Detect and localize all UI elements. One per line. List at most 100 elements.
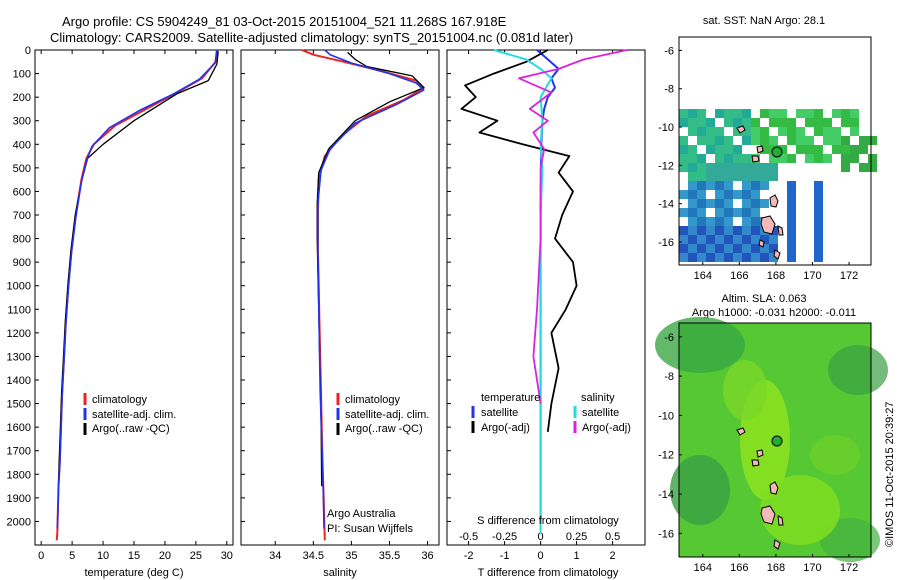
sst-cell [832, 127, 841, 136]
x-tick-label: 0 [538, 550, 544, 562]
sst-cell [769, 235, 778, 244]
figure-title-line1: Argo profile: CS 5904249_81 03-Oct-2015 … [62, 14, 507, 29]
pi-text: PI: Susan Wijffels [327, 523, 413, 535]
sst-cell [733, 154, 742, 163]
sst-cell [868, 136, 877, 145]
x-tick-label: 35 [345, 550, 357, 562]
sst-cell [724, 199, 733, 208]
sst-cell [751, 208, 760, 217]
sst-cell [733, 226, 742, 235]
legend-t-satellite-label: satellite [481, 407, 518, 419]
sst-cell [805, 118, 814, 127]
sst-cell [679, 163, 688, 172]
sst-cell [859, 145, 868, 154]
lon-tick-label: 166 [730, 562, 748, 574]
lat-tick-label: -16 [658, 528, 674, 540]
sst-cell [697, 154, 706, 163]
sst-cell [814, 181, 823, 190]
legend-satellite-label: satellite-adj. clim. [92, 409, 176, 421]
sst-cell [724, 253, 733, 262]
depth-tick-label: 1800 [7, 469, 31, 481]
lon-tick-label: 168 [767, 562, 785, 574]
sst-cell [697, 181, 706, 190]
sst-cell [787, 226, 796, 235]
sst-cell [751, 253, 760, 262]
sst-cell [724, 208, 733, 217]
sst-cell [769, 109, 778, 118]
sst-cell [679, 109, 688, 118]
sst-cell [679, 136, 688, 145]
sst-cell [805, 145, 814, 154]
legend-salinity-title: salinity [581, 392, 615, 404]
lon-tick-label: 170 [803, 562, 821, 574]
depth-tick-label: 1200 [7, 328, 31, 340]
sst-cell [760, 235, 769, 244]
x-tick-label: 36 [421, 550, 433, 562]
sst-cell [679, 235, 688, 244]
sst-cell [832, 145, 841, 154]
sst-cell [724, 217, 733, 226]
lat-tick-label: -10 [658, 122, 674, 134]
sst-cell [796, 136, 805, 145]
sst-cell [787, 235, 796, 244]
sst-cell [742, 235, 751, 244]
sst-cell [733, 253, 742, 262]
sla-map-panel: Altim. SLA: 0.063 Argo h1000: -0.031 h20… [655, 293, 888, 574]
sst-cell [751, 172, 760, 181]
sst-cell [697, 226, 706, 235]
sst-cell [688, 127, 697, 136]
sst-map-panel: sat. SST: NaN Argo: 28.1 164 166 168 170 172… [658, 15, 877, 282]
legend-climatology-label: climatology [345, 394, 401, 406]
sst-cell [724, 190, 733, 199]
sst-cell [688, 145, 697, 154]
depth-tick-label: 400 [13, 139, 31, 151]
sst-cell [706, 217, 715, 226]
sst-cell [814, 145, 823, 154]
sst-longitude-ticks: 164 166 168 170 172 [694, 262, 858, 282]
sst-cell [688, 172, 697, 181]
figure-title-line2: Climatology: CARS2009. Satellite-adjuste… [50, 30, 573, 45]
s-difference-xlabel: S difference from climatology [477, 515, 619, 527]
sst-cell [769, 253, 778, 262]
sst-cell [850, 118, 859, 127]
sst-cell [679, 118, 688, 127]
sst-cell [787, 199, 796, 208]
sst-cell [742, 136, 751, 145]
sst-cell [733, 145, 742, 154]
sst-cell [697, 199, 706, 208]
sst-cell [742, 172, 751, 181]
sst-cell [814, 253, 823, 262]
sst-cell [706, 253, 715, 262]
depth-tick-label: 1500 [7, 399, 31, 411]
salinity-axis-ticks: 34 34.5 35 35.5 36 [241, 49, 434, 562]
depth-tick-label: 1600 [7, 422, 31, 434]
depth-tick-label: 500 [13, 163, 31, 175]
sst-cell [742, 217, 751, 226]
sla-field-blobs [655, 317, 888, 562]
sst-cell [751, 235, 760, 244]
sla-longitude-ticks: 164 166 168 170 172 [694, 554, 858, 574]
lat-tick-label: -14 [658, 489, 674, 501]
sst-cell [769, 118, 778, 127]
sst-cell [751, 118, 760, 127]
sst-cell [814, 217, 823, 226]
x-tick-label: 2 [610, 550, 616, 562]
legend-s-satellite-label: satellite [582, 407, 619, 419]
depth-tick-label: 0 [25, 45, 31, 57]
depth-tick-label: 800 [13, 234, 31, 246]
sst-cell [760, 172, 769, 181]
sst-cell [715, 244, 724, 253]
sst-cell [697, 217, 706, 226]
sst-heatmap-cells [679, 109, 877, 262]
sst-cell [742, 226, 751, 235]
sst-cell [688, 190, 697, 199]
sst-cell [814, 127, 823, 136]
sst-cell [760, 181, 769, 190]
series-line-2 [493, 49, 553, 534]
legend-argo-label: Argo(..raw -QC) [92, 423, 170, 435]
sst-cell [751, 163, 760, 172]
sst-cell [688, 235, 697, 244]
sst-cell [715, 199, 724, 208]
t-difference-xlabel: T difference from climatology [478, 567, 619, 579]
sst-cell [715, 136, 724, 145]
